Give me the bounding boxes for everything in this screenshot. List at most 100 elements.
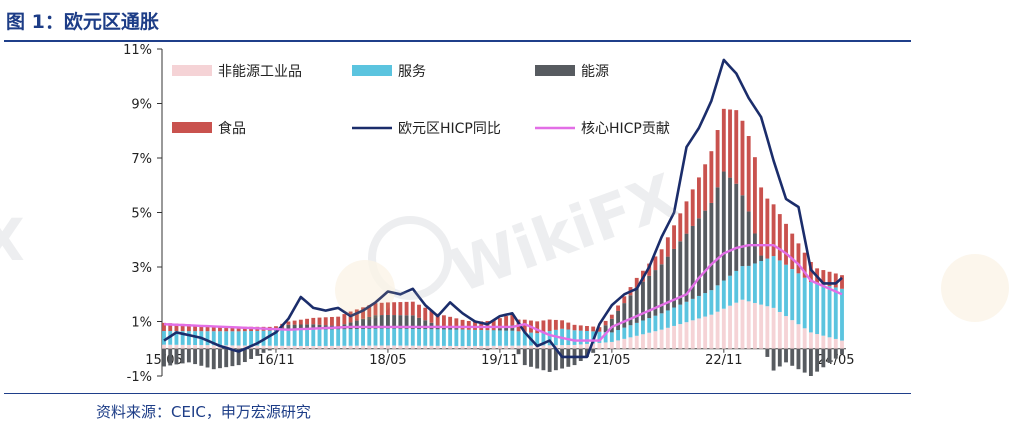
bar-services [429, 329, 434, 346]
bar-energy [697, 218, 701, 296]
bar-non_energy_industrial [641, 334, 645, 349]
bar-food [373, 303, 378, 316]
bar-non_energy_industrial [790, 320, 795, 349]
bar-non_energy_industrial [342, 345, 347, 349]
bar-non_energy_industrial [715, 311, 720, 349]
bar-services [516, 331, 521, 346]
bar-food [609, 314, 614, 319]
y-tick-label: 11% [123, 43, 152, 58]
bar-energy [267, 348, 272, 351]
bar-services [697, 295, 701, 319]
bar-food [665, 237, 670, 257]
bar-non_energy_industrial [323, 345, 328, 349]
bar-food [354, 309, 359, 321]
bar-non_energy_industrial [709, 314, 714, 349]
bar-non_energy_industrial [609, 341, 614, 349]
bar-non_energy_industrial [628, 337, 633, 349]
bar-non_energy_industrial [728, 305, 732, 349]
source-note: 资料来源：CEIC，申万宏源研究 [96, 403, 311, 421]
bar-energy [392, 315, 397, 329]
bar-services [678, 304, 683, 325]
bar-services [703, 293, 708, 317]
bar-services [541, 332, 546, 346]
bar-energy [168, 348, 173, 366]
bar-non_energy_industrial [833, 338, 838, 349]
bar-non_energy_industrial [721, 308, 726, 349]
bar-food [585, 325, 589, 331]
bar-food [566, 322, 571, 330]
bar-food [840, 275, 844, 289]
bar-non_energy_industrial [585, 343, 589, 349]
bar-food [622, 296, 627, 304]
bar-non_energy_industrial [423, 345, 428, 349]
x-tick-label: 21/05 [593, 353, 630, 368]
bar-non_energy_industrial [578, 344, 583, 349]
bar-services [497, 330, 502, 346]
bar-food [298, 319, 303, 325]
bar-energy [379, 315, 384, 329]
bar-food [572, 324, 577, 331]
bar-food [361, 307, 365, 319]
bar-services [186, 331, 191, 345]
bar-food [417, 304, 421, 318]
bar-food [454, 318, 459, 329]
bar-services [709, 290, 714, 315]
bar-services [535, 333, 540, 346]
bar-energy [752, 233, 757, 264]
bar-food [659, 249, 664, 265]
bar-services [603, 332, 608, 343]
bar-non_energy_industrial [522, 345, 527, 349]
bar-food [560, 320, 565, 329]
bar-food [367, 305, 372, 317]
bar-non_energy_industrial [435, 345, 440, 349]
bar-energy [784, 348, 788, 363]
bar-non_energy_industrial [547, 345, 552, 349]
bar-services [460, 329, 465, 347]
bar-energy [249, 348, 254, 359]
bar-non_energy_industrial [504, 345, 509, 349]
bar-services [379, 328, 384, 346]
bar-services [771, 256, 776, 308]
bar-non_energy_industrial [361, 345, 365, 349]
bar-services [311, 329, 316, 347]
bar-food [224, 326, 229, 332]
bar-non_energy_industrial [541, 345, 546, 349]
bar-energy [840, 348, 844, 355]
bar-services [752, 263, 757, 303]
bar-non_energy_industrial [529, 345, 533, 349]
bar-services [734, 270, 739, 303]
bar-energy [647, 275, 652, 319]
bar-food [591, 326, 596, 332]
bar-non_energy_industrial [336, 345, 341, 349]
bar-non_energy_industrial [840, 340, 844, 349]
bar-non_energy_industrial [410, 345, 415, 349]
bar-food [236, 326, 241, 332]
bar-non_energy_industrial [379, 345, 384, 349]
bar-services [672, 307, 676, 326]
bar-services [647, 318, 652, 333]
y-tick-label: 1% [131, 316, 152, 331]
bar-non_energy_industrial [659, 329, 664, 349]
bar-energy [186, 348, 191, 363]
bar-services [777, 260, 782, 312]
bar-non_energy_industrial [510, 345, 515, 349]
bar-services [616, 330, 621, 341]
bar-non_energy_industrial [280, 345, 285, 349]
bar-non_energy_industrial [603, 342, 608, 349]
bar-energy [367, 316, 372, 329]
bar-services [473, 329, 477, 346]
bar-energy [659, 264, 664, 314]
bar-energy [796, 348, 801, 370]
bar-services [728, 275, 732, 306]
bar-food [292, 320, 297, 325]
bar-food [429, 310, 434, 323]
bar-non_energy_industrial [255, 345, 260, 349]
bar-energy [404, 315, 409, 329]
bar-food [522, 319, 527, 332]
y-tick-label: 5% [131, 207, 152, 222]
bar-energy [547, 348, 552, 372]
bar-non_energy_industrial [485, 345, 490, 349]
bar-non_energy_industrial [261, 345, 266, 349]
bar-food [777, 214, 782, 261]
legend-swatch-food [172, 122, 212, 133]
